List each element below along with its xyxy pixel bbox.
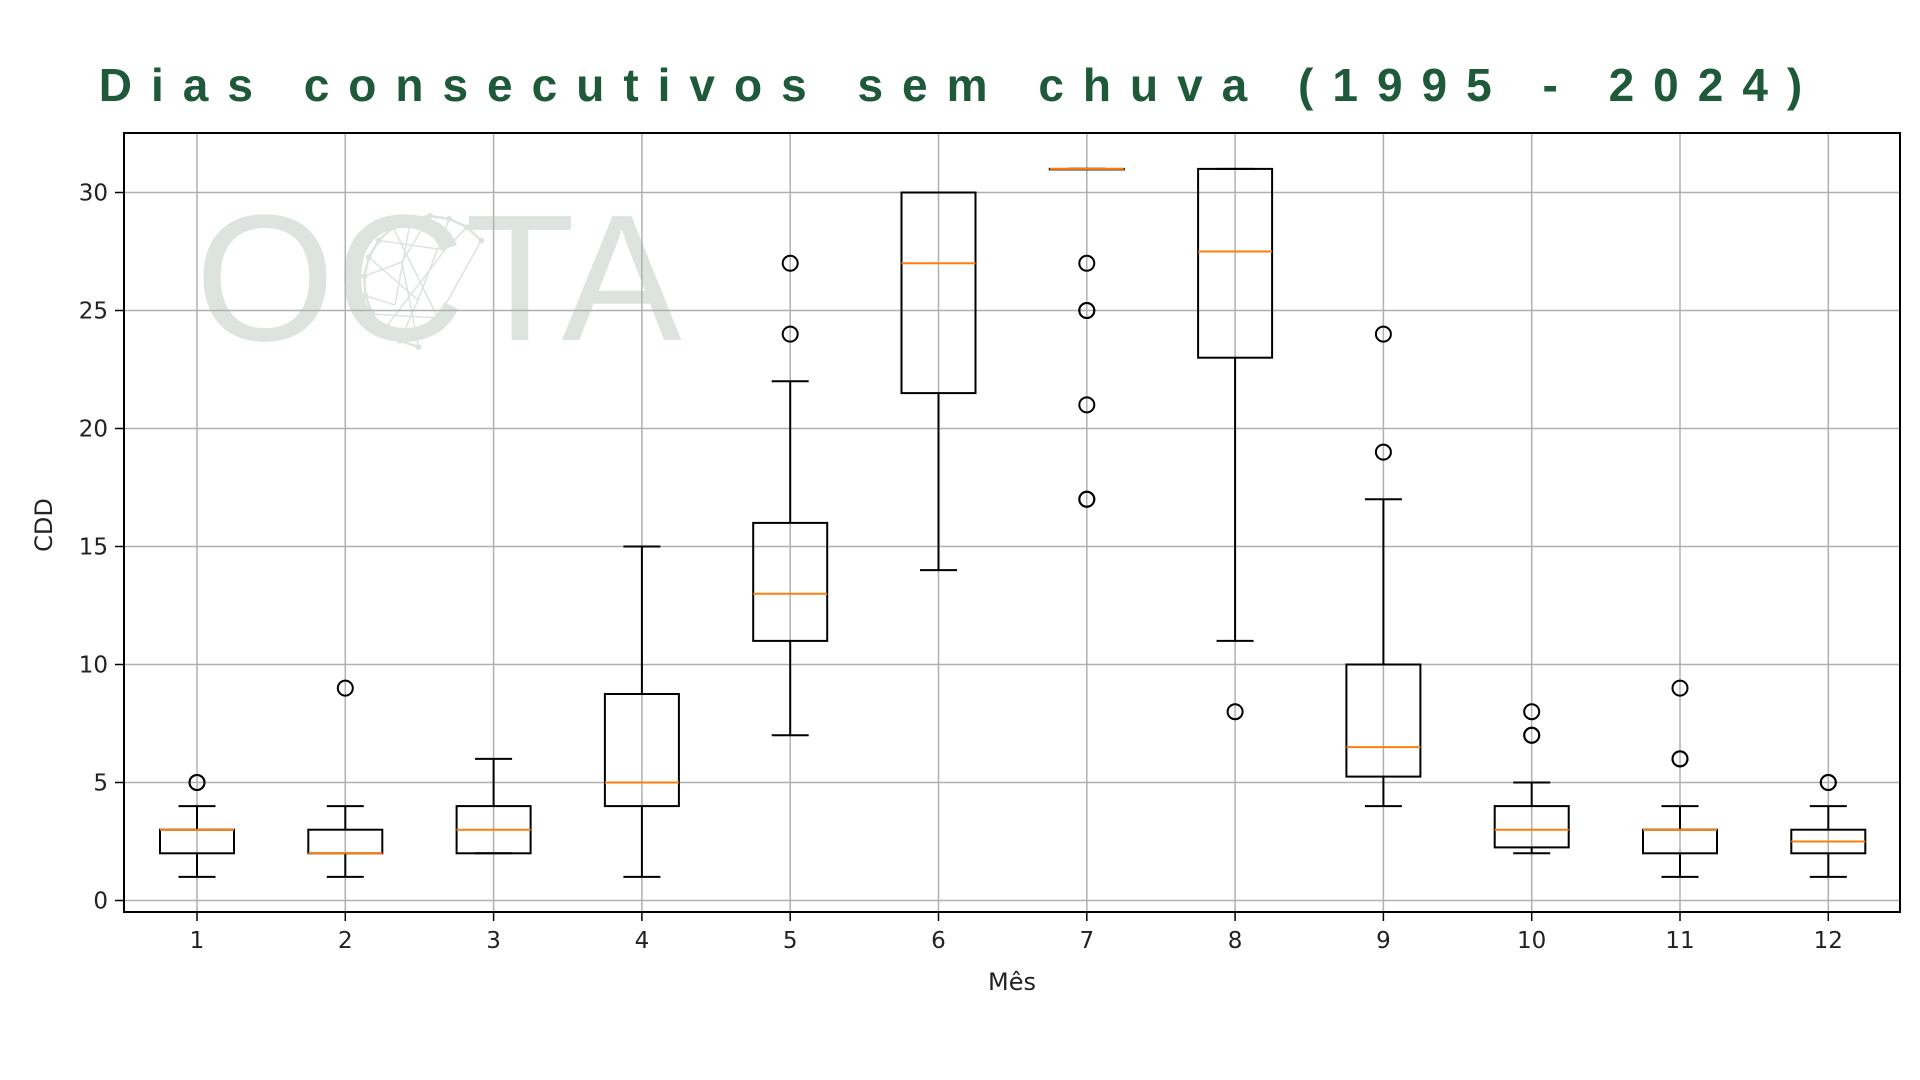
outlier-point (1374, 325, 1392, 343)
watermark-globe-edge (363, 276, 367, 296)
box-month-3 (455, 757, 532, 855)
outlier-point (1523, 703, 1541, 721)
watermark-globe-edge (429, 214, 450, 221)
watermark-globe-edge (371, 313, 386, 331)
box-month-6 (900, 191, 977, 572)
watermark-globe-edge (437, 240, 482, 319)
x-axis: 1 2 3 4 5 6 7 8 9 10 11 12 (190, 912, 1843, 954)
box-month-2 (307, 679, 384, 878)
watermark-globe-edge (401, 215, 431, 263)
box-iqr (752, 521, 829, 642)
watermark-globe-edge (383, 328, 401, 342)
box-month-11 (1642, 679, 1718, 878)
x-tick-label: 3 (486, 928, 501, 954)
outlier-point (1078, 302, 1096, 319)
watermark-globe-edge (377, 226, 394, 242)
box-iqr (1345, 663, 1422, 778)
outlier-point (1374, 443, 1392, 461)
outlier-point (188, 774, 206, 791)
y-tick-label: 10 (79, 653, 108, 679)
box-iqr (1493, 805, 1570, 849)
box-iqr (1197, 167, 1274, 359)
watermark-globe-edge (368, 256, 419, 301)
outlier-point (1671, 679, 1689, 697)
watermark-globe-edge (399, 299, 419, 342)
box-month-8 (1197, 167, 1274, 721)
y-tick-label: 15 (79, 535, 108, 561)
watermark-globe-edge (365, 295, 396, 306)
plot-frame (123, 132, 1901, 913)
x-tick-label: 5 (783, 928, 798, 954)
watermark-globe-edge (410, 214, 431, 221)
outlier-point (336, 679, 354, 697)
x-tick-label: 11 (1665, 928, 1694, 954)
box-month-10 (1493, 703, 1570, 855)
x-axis-label: Mês (988, 968, 1036, 996)
watermark-globe-edge (417, 218, 450, 301)
x-tick-label: 2 (338, 928, 353, 954)
box-month-4 (603, 545, 680, 878)
watermark-globe-edge (444, 226, 468, 251)
outlier-point (1078, 254, 1096, 272)
box-iqr (900, 191, 977, 395)
box-series (159, 167, 1867, 878)
watermark-globe-edge (392, 226, 439, 319)
y-axis-label: CDD (30, 498, 58, 552)
outlier-point (1523, 726, 1541, 744)
x-tick-label: 12 (1814, 928, 1843, 954)
y-tick-label: 0 (93, 889, 108, 915)
y-tick-label: 5 (93, 771, 108, 797)
box-iqr (603, 693, 680, 808)
outlier-point (781, 254, 799, 272)
watermark-globe-edge (392, 217, 412, 229)
x-tick-label: 6 (931, 928, 946, 954)
watermark-globe-edge (363, 256, 371, 277)
watermark-globe-edge (466, 226, 483, 242)
chart-title: Dias consecutivos sem chuva (1995 - 2024… (98, 59, 1822, 111)
watermark-globe-node (478, 237, 485, 244)
outlier-point (1819, 774, 1837, 791)
watermark-text: OCTA (195, 178, 682, 379)
x-tick-label: 7 (1079, 928, 1094, 954)
x-tick-label: 4 (635, 928, 650, 954)
watermark-globe-edge (399, 339, 419, 349)
box-month-1 (159, 774, 235, 878)
x-tick-label: 10 (1517, 928, 1546, 954)
octa-watermark-logo: OCTA (195, 178, 682, 379)
y-axis: 0 5 10 15 20 25 30 (79, 181, 124, 915)
box-month-7 (1048, 167, 1125, 508)
y-tick-label: 20 (79, 417, 108, 443)
box-month-9 (1345, 325, 1422, 808)
y-tick-label: 25 (79, 299, 108, 325)
x-tick-label: 8 (1228, 928, 1243, 954)
y-tick-label: 30 (79, 181, 108, 207)
watermark-globe-edge (367, 239, 380, 258)
watermark-globe-edge (383, 249, 446, 330)
box-month-5 (752, 254, 829, 737)
outlier-point (1078, 396, 1096, 414)
outlier-point (1226, 703, 1244, 721)
grid-lines (124, 133, 1900, 912)
watermark-globe-edge (372, 313, 439, 319)
outlier-point (1671, 750, 1689, 768)
watermark-globe-edge (448, 217, 468, 229)
outlier-point (1078, 490, 1096, 508)
x-tick-label: 1 (190, 928, 205, 954)
outlier-point (781, 325, 799, 343)
box-month-12 (1790, 774, 1867, 878)
watermark-globe-edge (401, 261, 420, 348)
x-tick-label: 9 (1376, 928, 1391, 954)
